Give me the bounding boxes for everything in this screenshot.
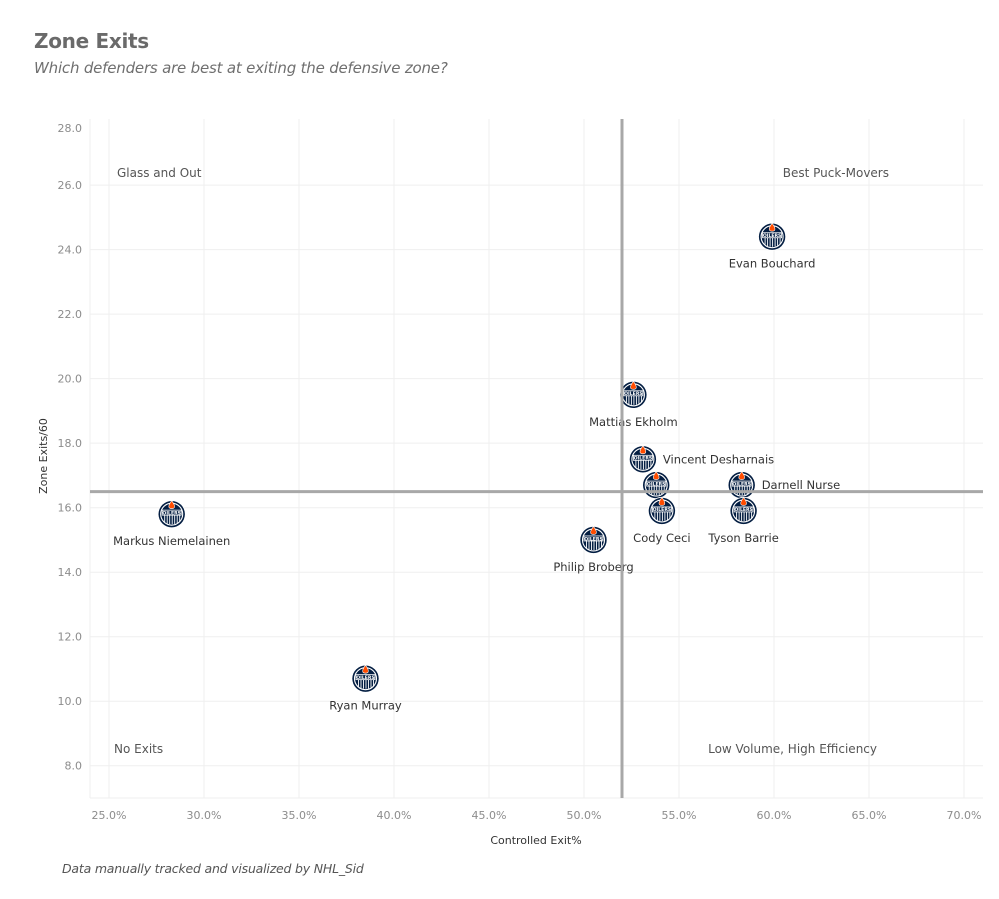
x-tick-label: 55.0%	[662, 809, 697, 822]
x-tick-label: 50.0%	[567, 809, 602, 822]
quadrant-label: Low Volume, High Efficiency	[708, 742, 877, 756]
oilers-logo-marker	[350, 664, 381, 694]
footer-credit: Data manually tracked and visualized by …	[62, 861, 364, 876]
data-point: Cody Ceci	[633, 496, 691, 545]
oilers-logo-marker	[727, 470, 757, 500]
point-label: Tyson Barrie	[707, 531, 778, 545]
point-label: Ryan Murray	[329, 699, 402, 713]
oilers-logo-marker	[157, 499, 187, 529]
data-point: Darnell Nurse	[727, 470, 841, 500]
point-label: Vincent Desharnais	[663, 452, 774, 466]
chart-subtitle: Which defenders are best at exiting the …	[34, 59, 448, 77]
y-tick-label: 24.0	[58, 244, 83, 257]
point-label: Darnell Nurse	[762, 478, 841, 492]
x-tick-label: 70.0%	[947, 809, 982, 822]
y-tick-label: 10.0	[58, 695, 83, 708]
oilers-logo-marker	[647, 496, 677, 526]
y-tick-label: 18.0	[58, 437, 83, 450]
x-axis-title: Controlled Exit%	[490, 834, 581, 847]
data-point: Philip Broberg	[553, 525, 634, 574]
oilers-logo-marker	[757, 222, 787, 252]
x-tick-label: 30.0%	[187, 809, 222, 822]
data-point: Markus Niemelainen	[113, 499, 230, 548]
x-tick-label: 60.0%	[757, 809, 792, 822]
x-tick-label: 35.0%	[282, 809, 317, 822]
data-point	[641, 470, 671, 500]
data-points: Evan Bouchard Mattias Ekholm Vincent Desha…	[113, 222, 841, 713]
oilers-logo-marker	[628, 444, 658, 474]
point-label: Markus Niemelainen	[113, 534, 230, 548]
chart-title: Zone Exits	[34, 29, 149, 53]
axis-ticks: 25.0% 30.0% 35.0% 40.0% 45.0% 50.0% 55.0% 60.0%…	[58, 122, 982, 822]
oilers-logo-marker	[618, 380, 648, 410]
y-tick-label: 16.0	[58, 502, 83, 515]
data-point: Evan Bouchard	[729, 222, 816, 271]
point-label: Cody Ceci	[633, 531, 690, 545]
y-tick-label: 12.0	[58, 631, 83, 644]
y-tick-label: 22.0	[58, 308, 83, 321]
x-tick-label: 25.0%	[92, 809, 127, 822]
oilers-logo-marker	[729, 496, 759, 526]
quadrant-label: Best Puck-Movers	[783, 166, 889, 180]
oilers-logo-marker	[578, 525, 609, 555]
y-tick-label: 20.0	[58, 373, 83, 386]
data-point: Tyson Barrie	[707, 496, 779, 545]
y-tick-label: 28.0	[58, 122, 83, 135]
x-tick-label: 40.0%	[377, 809, 412, 822]
data-point: Vincent Desharnais	[628, 444, 774, 474]
point-label: Evan Bouchard	[729, 257, 816, 271]
quadrant-label: Glass and Out	[117, 166, 202, 180]
quadrant-label: No Exits	[114, 742, 163, 756]
y-axis-title: Zone Exits/60	[37, 418, 50, 494]
quadrant-labels: Glass and Out Best Puck-Movers No Exits Low…	[114, 166, 889, 756]
x-tick-label: 65.0%	[852, 809, 887, 822]
y-tick-label: 8.0	[65, 760, 83, 773]
gridlines	[89, 119, 983, 799]
data-point: Ryan Murray	[329, 664, 402, 713]
y-tick-label: 26.0	[58, 179, 83, 192]
point-label: Philip Broberg	[553, 560, 633, 574]
data-point: Mattias Ekholm	[589, 380, 678, 429]
x-tick-label: 45.0%	[472, 809, 507, 822]
reference-lines	[90, 119, 983, 798]
oilers-logo-marker	[641, 470, 671, 500]
point-label: Mattias Ekholm	[589, 415, 678, 429]
y-tick-label: 14.0	[58, 566, 83, 579]
